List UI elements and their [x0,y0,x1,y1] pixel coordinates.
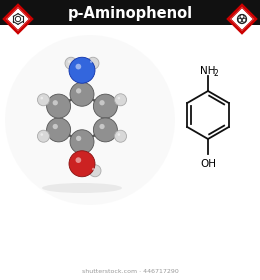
Bar [0,0,260,25]
Circle shape [87,57,99,69]
Circle shape [76,88,81,94]
Circle shape [41,97,43,99]
Circle shape [115,130,127,142]
Circle shape [118,133,120,136]
Text: NH: NH [200,66,216,76]
Circle shape [47,118,71,142]
Ellipse shape [5,35,175,205]
Circle shape [118,97,120,99]
Circle shape [69,57,95,83]
Ellipse shape [42,183,122,193]
Text: shutterstock.com · 446717290: shutterstock.com · 446717290 [82,269,178,274]
Circle shape [75,157,81,163]
Text: 2: 2 [214,69,218,78]
Circle shape [115,94,127,106]
Text: OH: OH [200,159,216,169]
Circle shape [99,100,105,105]
Circle shape [37,94,49,106]
Circle shape [70,130,94,154]
Circle shape [47,94,71,118]
Circle shape [69,151,95,177]
Circle shape [92,168,95,171]
Circle shape [65,57,77,69]
Circle shape [53,124,58,129]
Polygon shape [4,5,32,33]
Circle shape [76,136,81,141]
Circle shape [93,118,117,142]
Circle shape [68,60,71,63]
Circle shape [90,60,93,63]
Circle shape [70,82,94,106]
Polygon shape [228,5,256,33]
Circle shape [99,124,105,129]
Circle shape [241,18,243,20]
Text: p-Aminophenol: p-Aminophenol [67,6,193,20]
Circle shape [53,100,58,105]
Circle shape [41,133,43,136]
Circle shape [93,94,117,118]
Circle shape [89,165,101,177]
Circle shape [75,64,81,69]
Circle shape [37,130,49,142]
